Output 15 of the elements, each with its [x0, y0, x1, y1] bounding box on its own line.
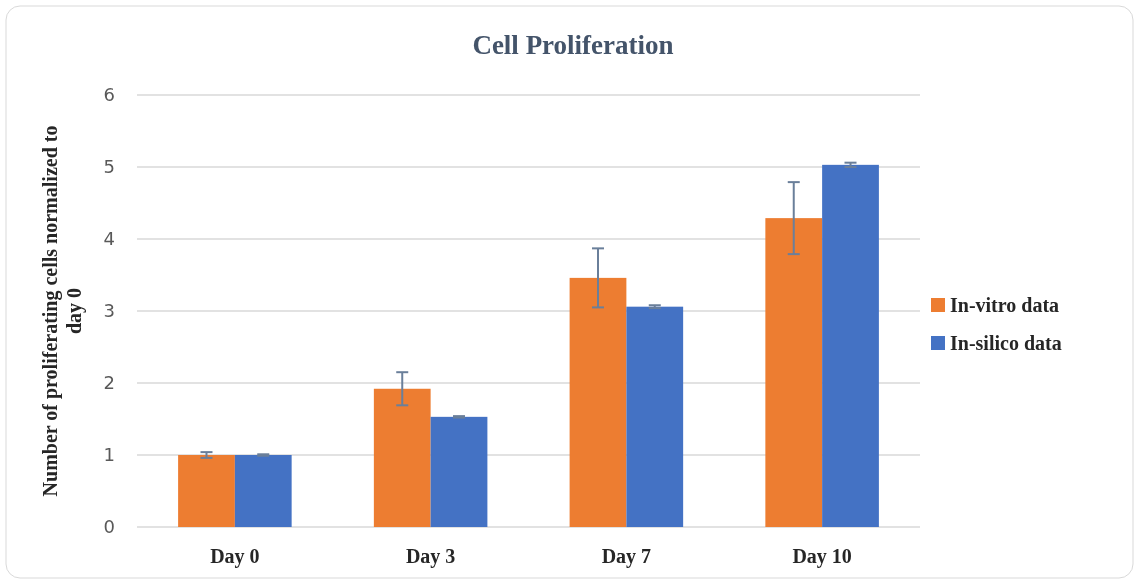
legend-label: In-silico data — [950, 332, 1062, 354]
y-tick-label: 5 — [103, 156, 115, 178]
x-tick-label: Day 10 — [792, 545, 852, 568]
x-tick-label: Day 3 — [405, 545, 456, 568]
y-axis-title: Number of proliferating cells normalized to day 0 — [39, 125, 86, 497]
chart-title: Cell Proliferation — [472, 30, 674, 60]
x-tick-label: Day 7 — [601, 545, 652, 568]
legend-label: In-vitro data — [950, 294, 1060, 316]
y-tick-label: 1 — [103, 444, 115, 466]
y-tick-label: 3 — [103, 300, 115, 322]
x-tick-label: Day 0 — [210, 545, 260, 568]
y-tick-label: 0 — [103, 516, 115, 538]
y-tick-label: 6 — [103, 84, 115, 106]
y-tick-label: 4 — [103, 228, 115, 250]
y-tick-label: 2 — [103, 372, 115, 394]
